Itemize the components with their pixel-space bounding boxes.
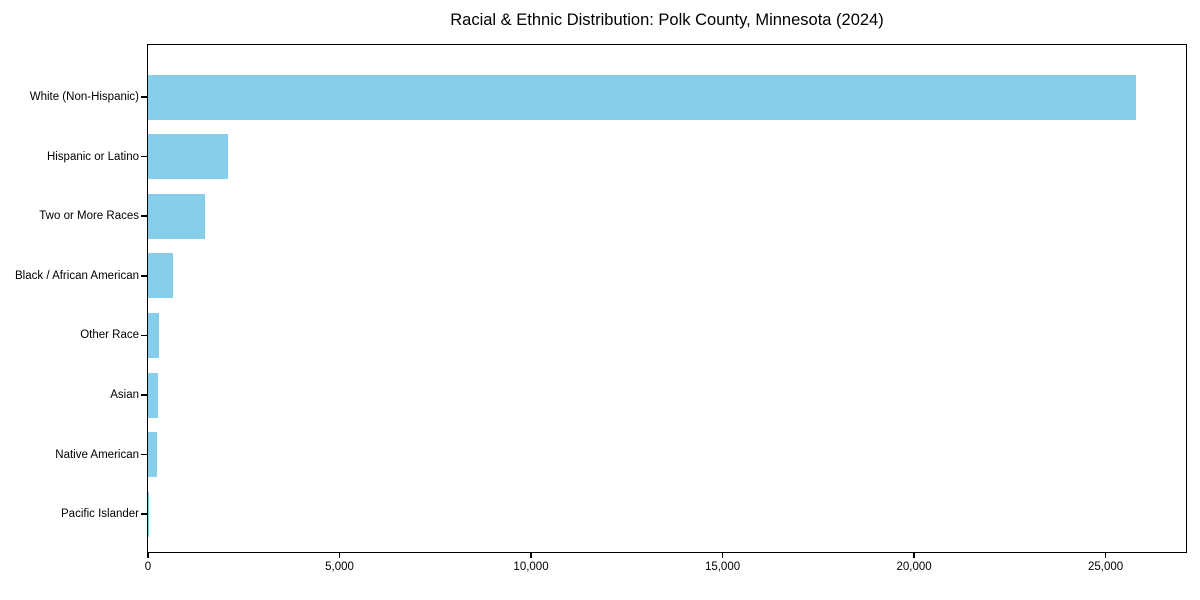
x-tick-label: 15,000 — [704, 561, 741, 573]
y-axis-label: Other Race — [80, 329, 139, 342]
y-tick — [141, 394, 147, 396]
y-axis-label: Native American — [55, 448, 139, 461]
plot-area — [147, 44, 1187, 553]
y-tick — [141, 513, 147, 515]
bar — [148, 372, 159, 418]
y-tick — [141, 453, 147, 456]
x-tick-label: 20,000 — [896, 561, 932, 573]
bar — [148, 253, 174, 299]
bar — [148, 432, 158, 478]
x-tick — [913, 552, 915, 558]
y-axis-label: Black / African American — [15, 269, 139, 282]
y-axis-label: Hispanic or Latino — [46, 150, 139, 163]
y-tick — [141, 275, 147, 277]
x-tick-label: 25,000 — [1087, 561, 1124, 573]
y-axis-label: Two or More Races — [39, 210, 139, 223]
x-tick — [1104, 552, 1107, 558]
x-tick-label: 0 — [144, 561, 152, 573]
x-tick — [721, 552, 724, 558]
bar — [148, 134, 229, 180]
x-tick-label: 5,000 — [325, 561, 354, 573]
chart-title: Racial & Ethnic Distribution: Polk Count… — [450, 11, 884, 29]
y-tick — [141, 215, 147, 217]
y-tick — [141, 334, 147, 337]
x-tick — [147, 552, 149, 558]
y-tick — [141, 96, 147, 98]
y-axis-label: White (Non-Hispanic) — [29, 91, 139, 103]
bar — [148, 193, 206, 239]
y-axis-label: Asian — [110, 389, 139, 401]
bar — [148, 74, 1137, 120]
x-tick — [530, 552, 532, 558]
y-tick — [141, 155, 147, 158]
bar — [148, 312, 160, 358]
x-tick-label: 10,000 — [513, 561, 549, 573]
x-tick — [338, 552, 341, 558]
y-axis-label: Pacific Islander — [61, 508, 139, 521]
